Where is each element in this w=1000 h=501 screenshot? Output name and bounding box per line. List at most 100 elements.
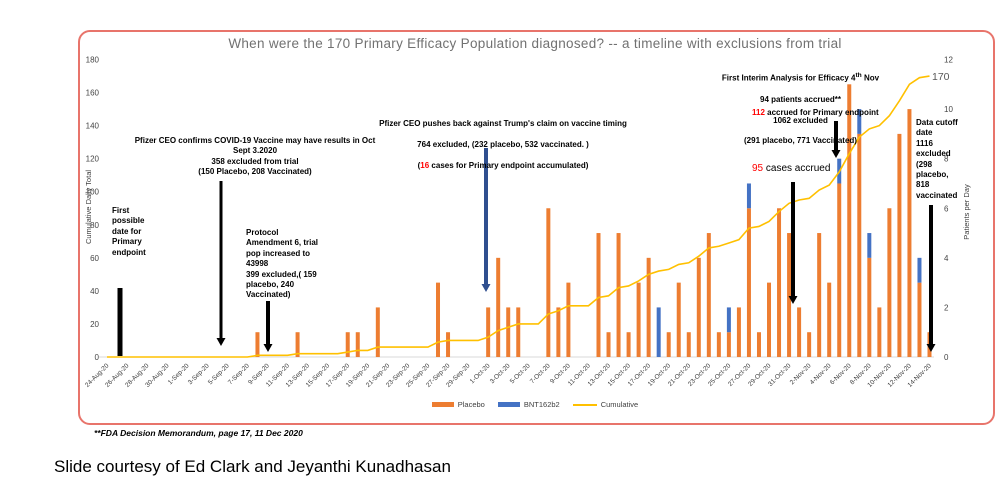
- bar-placebo: [616, 233, 621, 357]
- x-tick-label: 1-Oct-20: [469, 362, 492, 385]
- bar-bnt162b2: [857, 109, 862, 134]
- bar-placebo: [566, 282, 571, 357]
- cutoff-arrow-head: [926, 344, 936, 352]
- bar-placebo: [857, 133, 862, 357]
- note-112-accrued: 112 accrued for Primary endpoint: [752, 108, 879, 117]
- bar-placebo: [446, 332, 451, 357]
- bar-bnt162b2: [726, 307, 731, 333]
- bar-placebo: [636, 282, 641, 357]
- right-axis-title: Patients per Day: [962, 184, 971, 240]
- count-16: 16: [420, 160, 430, 170]
- bar-placebo: [897, 133, 902, 357]
- bar-bnt162b2: [746, 183, 751, 209]
- bar-placebo: [756, 332, 761, 357]
- left-axis-tick: 40: [90, 287, 99, 296]
- pushes-back-arrow-head: [481, 284, 491, 292]
- bar-bnt162b2: [656, 307, 661, 357]
- bar-placebo: [606, 332, 611, 357]
- bar-placebo: [817, 233, 822, 357]
- bar-placebo: [867, 257, 872, 357]
- note-pushes-line1: Pfizer CEO pushes back against Trump's c…: [379, 119, 627, 129]
- cumulative-swatch: [572, 403, 597, 406]
- note-95-accrued: 95 cases accrued: [752, 163, 831, 174]
- left-axis-title: Cumulative Daily Total: [84, 170, 93, 244]
- bar-placebo: [355, 332, 360, 357]
- note-first-interim-analysis: First Interim Analysis for Efficacy 4th …: [688, 62, 913, 157]
- note-ceo-confirms: Pfizer CEO confirms COVID-19 Vaccine may…: [134, 136, 376, 177]
- note-pushes-line3: (16 cases for Primary endpoint accumulat…: [417, 160, 589, 170]
- bar-placebo: [767, 282, 772, 357]
- bar-placebo: [887, 208, 892, 357]
- bar-placebo: [676, 282, 681, 357]
- bnt162b2-swatch: [497, 402, 520, 407]
- bar-placebo: [726, 332, 731, 357]
- placebo-swatch: [431, 402, 454, 407]
- left-axis-tick: 180: [86, 55, 100, 64]
- bar-placebo: [807, 332, 812, 357]
- note-interim-line1: First Interim Analysis for Efficacy 4th …: [721, 72, 880, 84]
- note-pushes-line2: 764 excluded, (232 placebo, 532 vaccinat…: [417, 140, 589, 150]
- bar-placebo: [546, 208, 551, 357]
- count-95: 95: [752, 163, 764, 174]
- bar-placebo: [686, 332, 691, 357]
- bar-placebo: [907, 109, 912, 357]
- bar-placebo: [375, 307, 380, 357]
- right-axis-tick: 6: [944, 204, 949, 213]
- slide-border: [78, 30, 995, 425]
- bar-bnt162b2: [917, 257, 922, 283]
- arrow-95-head: [788, 296, 798, 304]
- bar-placebo: [827, 282, 832, 357]
- note-protocol-amendment: Protocol Amendment 6, trial pop increase…: [246, 228, 319, 300]
- bar-placebo: [556, 307, 561, 357]
- bar-placebo: [506, 307, 511, 357]
- note-ceo-pushes-back: Pfizer CEO pushes back against Trump's c…: [368, 109, 638, 182]
- right-axis-tick: 2: [944, 303, 949, 312]
- bar-placebo: [696, 257, 701, 357]
- legend-bnt162b2: BNT162b2: [497, 400, 560, 409]
- slide-caption: Slide courtesy of Ed Clark and Jeyanthi …: [54, 457, 451, 476]
- bar-placebo: [797, 307, 802, 357]
- left-axis-tick: 60: [90, 254, 99, 263]
- right-axis-tick: 10: [944, 105, 953, 114]
- bar-placebo: [847, 84, 852, 357]
- first-possible-bar: [117, 288, 123, 356]
- x-tick-label: 5-Oct-20: [509, 362, 532, 385]
- left-axis-tick: 80: [90, 221, 99, 230]
- x-tick-label: 3-Oct-20: [489, 362, 512, 385]
- left-axis-tick: 120: [86, 155, 100, 164]
- bar-placebo: [486, 307, 491, 357]
- note-data-cutoff: Data cutoff date 1116 excluded (298 plac…: [916, 118, 958, 200]
- right-axis-tick: 12: [944, 56, 953, 65]
- left-axis-tick: 20: [90, 320, 99, 329]
- note-first-possible-date: First possible date for Primary endpoint: [112, 206, 146, 257]
- bar-placebo: [716, 332, 721, 357]
- chart-legend: Placebo BNT162b2 Cumulative: [385, 400, 685, 409]
- bar-placebo: [436, 282, 441, 357]
- bar-placebo: [646, 257, 651, 357]
- bar-placebo: [496, 257, 501, 357]
- bar-placebo: [787, 233, 792, 357]
- count-112: 112: [752, 108, 765, 117]
- x-tick-label: 7-Oct-20: [529, 362, 552, 385]
- arrow-112-head: [831, 150, 841, 158]
- chart-title: When were the 170 Primary Efficacy Popul…: [228, 36, 842, 51]
- bar-placebo: [255, 332, 260, 357]
- right-axis-tick: 8: [944, 155, 949, 164]
- legend-placebo: Placebo: [431, 400, 485, 409]
- left-axis-tick: 160: [86, 89, 100, 98]
- bar-placebo: [706, 233, 711, 357]
- bar-placebo: [596, 233, 601, 357]
- bar-placebo: [736, 307, 741, 357]
- right-axis-tick: 4: [944, 254, 949, 263]
- left-axis-tick: 0: [95, 353, 100, 362]
- left-axis-tick: 140: [86, 122, 100, 131]
- bar-placebo: [666, 332, 671, 357]
- bar-placebo: [626, 332, 631, 357]
- bar-placebo: [917, 282, 922, 357]
- bar-placebo: [877, 307, 882, 357]
- ceo-confirms-arrow-head: [216, 338, 226, 346]
- bar-placebo: [295, 332, 300, 357]
- bar-placebo: [746, 208, 751, 357]
- bar-placebo: [837, 183, 842, 357]
